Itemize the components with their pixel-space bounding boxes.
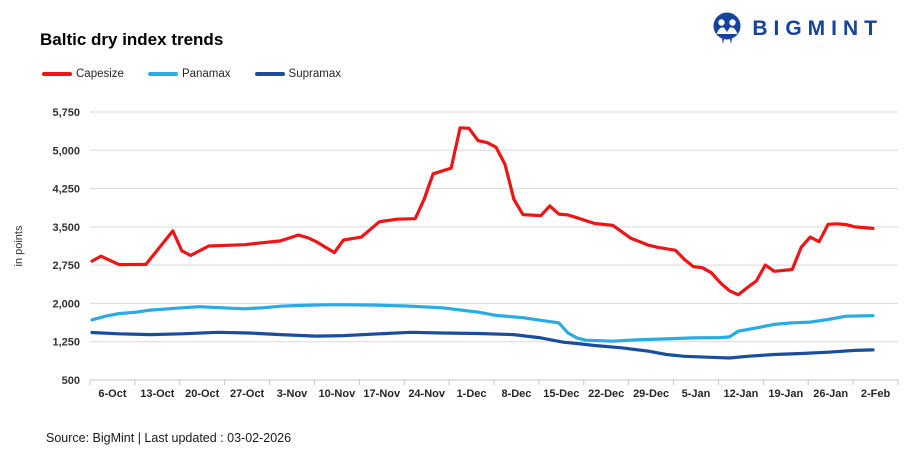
- x-tick-label: 2-Feb: [861, 388, 891, 400]
- legend-swatch-capesize: [42, 72, 72, 76]
- x-tick-label: 1-Dec: [457, 388, 487, 400]
- x-tick-label: 15-Dec: [543, 388, 579, 400]
- series-line-supramax: [90, 330, 875, 360]
- y-axis-title: in points: [13, 225, 25, 266]
- legend-label: Capesize: [76, 68, 124, 80]
- x-tick-label: 13-Oct: [140, 388, 175, 400]
- source-note: Source: BigMint | Last updated : 03-02-2…: [46, 431, 292, 445]
- series-line-panamax: [90, 303, 875, 343]
- x-tick-label: 17-Nov: [363, 388, 401, 400]
- legend-swatch-supramax: [254, 72, 285, 76]
- y-tick-label: 1,250: [52, 337, 80, 349]
- y-tick-label: 5,750: [52, 107, 80, 119]
- bigmint-logo: BIGMINT: [711, 12, 883, 46]
- legend-label: Supramax: [288, 68, 341, 80]
- legend-item-supramax: Supramax: [254, 68, 341, 80]
- y-tick-label: 2,750: [52, 260, 80, 272]
- x-tick-label: 29-Dec: [633, 388, 669, 400]
- y-tick-label: 500: [62, 375, 80, 387]
- x-tick-label: 8-Dec: [501, 388, 531, 400]
- line-chart: 500 1,250 2,000 2,750 3,500 4,250 5,000 5,750 6-…: [0, 92, 909, 422]
- x-tick-label: 10-Nov: [319, 388, 357, 400]
- legend-item-capesize: Capesize: [42, 68, 124, 80]
- x-tick-label: 20-Oct: [185, 388, 220, 400]
- legend-swatch-panamax: [147, 72, 178, 76]
- legend-label: Panamax: [181, 68, 231, 80]
- x-tick-label: 24-Nov: [408, 388, 446, 400]
- x-tick-label: 19-Jan: [768, 388, 803, 400]
- y-tick-label: 3,500: [52, 222, 80, 234]
- series-line-capesize: [90, 126, 875, 297]
- y-tick-label: 5,000: [52, 145, 80, 157]
- x-tick-label: 26-Jan: [813, 388, 848, 400]
- bigmint-logo-text: BIGMINT: [752, 17, 883, 40]
- x-tick-label: 3-Nov: [277, 388, 308, 400]
- legend-item-panamax: Panamax: [147, 68, 231, 80]
- chart-legend: Capesize Panamax Supramax: [42, 68, 341, 80]
- y-tick-label: 4,250: [52, 184, 80, 196]
- x-tick-label: 22-Dec: [588, 388, 624, 400]
- x-tick-label: 27-Oct: [230, 388, 265, 400]
- x-tick-label: 12-Jan: [723, 388, 758, 400]
- x-tick-label: 6-Oct: [98, 388, 126, 400]
- y-tick-label: 2,000: [52, 298, 80, 310]
- x-tick-label: 5-Jan: [682, 388, 711, 400]
- bigmint-logo-icon: [713, 12, 741, 44]
- chart-title: Baltic dry index trends: [40, 30, 224, 49]
- chart-svg: 500 1,250 2,000 2,750 3,500 4,250 5,000 5,750 6-…: [13, 107, 899, 400]
